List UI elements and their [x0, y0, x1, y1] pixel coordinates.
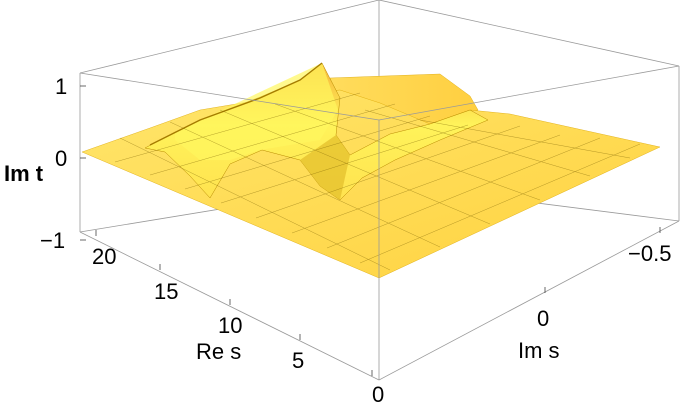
- surface: [81, 62, 661, 279]
- y-tick-label: −0.5: [628, 241, 671, 266]
- x-tick-label: 15: [154, 279, 178, 304]
- z-tick-label: 0: [55, 146, 67, 171]
- x-tick-label: 5: [292, 348, 304, 373]
- z-tick-label: 1: [55, 74, 67, 99]
- z-tick-label: −1: [40, 228, 65, 253]
- x-tick-label: 0: [372, 382, 384, 407]
- y-axis-title: Im s: [518, 338, 560, 363]
- z-axis-title: Im t: [4, 161, 44, 186]
- x-tick-label: 20: [92, 244, 116, 269]
- y-tick-label: 0: [537, 306, 549, 331]
- x-tick-label: 10: [218, 313, 242, 338]
- bounding-box-front: [79, 65, 680, 381]
- x-axis-title: Re s: [196, 339, 241, 364]
- tick-marks: [80, 85, 661, 376]
